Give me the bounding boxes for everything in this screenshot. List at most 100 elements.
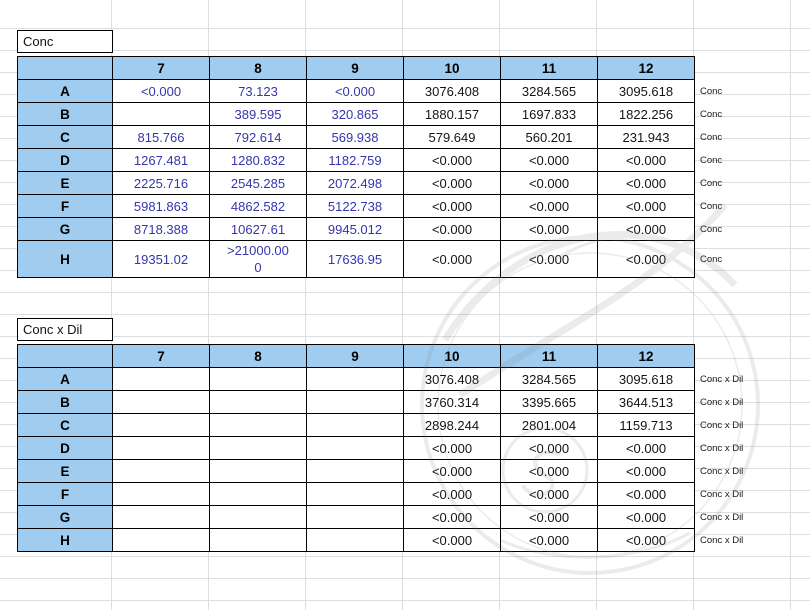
value-cell[interactable]: <0.000 bbox=[597, 194, 695, 218]
value-cell[interactable]: <0.000 bbox=[500, 217, 598, 241]
corner-cell[interactable] bbox=[17, 344, 113, 368]
value-cell[interactable]: <0.000 bbox=[403, 459, 501, 483]
value-cell[interactable]: <0.000 bbox=[403, 194, 501, 218]
value-cell[interactable]: 2225.716 bbox=[112, 171, 210, 195]
value-cell[interactable]: 3284.565 bbox=[500, 79, 598, 103]
value-cell[interactable]: 560.201 bbox=[500, 125, 598, 149]
value-cell[interactable]: <0.000 bbox=[112, 79, 210, 103]
value-cell[interactable]: <0.000 bbox=[597, 148, 695, 172]
value-cell[interactable]: 3284.565 bbox=[500, 367, 598, 391]
value-cell[interactable]: 3644.513 bbox=[597, 390, 695, 414]
value-cell[interactable]: 1697.833 bbox=[500, 102, 598, 126]
column-header[interactable]: 9 bbox=[306, 56, 404, 80]
column-header[interactable]: 10 bbox=[403, 56, 501, 80]
value-cell[interactable]: <0.000 bbox=[500, 436, 598, 460]
value-cell[interactable] bbox=[209, 505, 307, 529]
row-label[interactable]: H bbox=[17, 528, 113, 552]
value-cell[interactable]: 4862.582 bbox=[209, 194, 307, 218]
value-cell[interactable] bbox=[209, 436, 307, 460]
value-cell[interactable]: <0.000 bbox=[500, 171, 598, 195]
value-cell[interactable] bbox=[306, 367, 404, 391]
value-cell[interactable] bbox=[209, 482, 307, 506]
row-label[interactable]: E bbox=[17, 171, 113, 195]
value-cell[interactable]: 5981.863 bbox=[112, 194, 210, 218]
value-cell[interactable]: 2801.004 bbox=[500, 413, 598, 437]
value-cell[interactable]: 8718.388 bbox=[112, 217, 210, 241]
value-cell[interactable] bbox=[209, 390, 307, 414]
value-cell[interactable]: 3076.408 bbox=[403, 79, 501, 103]
row-label[interactable]: D bbox=[17, 436, 113, 460]
column-header[interactable]: 12 bbox=[597, 344, 695, 368]
row-label[interactable]: G bbox=[17, 217, 113, 241]
value-cell[interactable]: 10627.61 bbox=[209, 217, 307, 241]
value-cell[interactable]: 1182.759 bbox=[306, 148, 404, 172]
value-cell[interactable] bbox=[112, 367, 210, 391]
row-label[interactable]: H bbox=[17, 240, 113, 278]
row-label[interactable]: B bbox=[17, 390, 113, 414]
value-cell[interactable] bbox=[306, 459, 404, 483]
value-cell[interactable]: 2545.285 bbox=[209, 171, 307, 195]
value-cell[interactable]: 1280.832 bbox=[209, 148, 307, 172]
value-cell[interactable] bbox=[306, 413, 404, 437]
value-cell[interactable]: 3095.618 bbox=[597, 79, 695, 103]
row-label[interactable]: E bbox=[17, 459, 113, 483]
row-label[interactable]: F bbox=[17, 482, 113, 506]
value-cell[interactable]: 579.649 bbox=[403, 125, 501, 149]
value-cell[interactable] bbox=[112, 102, 210, 126]
corner-cell[interactable] bbox=[17, 56, 113, 80]
value-cell[interactable]: <0.000 bbox=[500, 194, 598, 218]
value-cell[interactable]: >21000.00 0 bbox=[209, 240, 307, 278]
value-cell[interactable]: <0.000 bbox=[403, 240, 501, 278]
value-cell[interactable]: <0.000 bbox=[597, 505, 695, 529]
value-cell[interactable]: <0.000 bbox=[306, 79, 404, 103]
row-label[interactable]: F bbox=[17, 194, 113, 218]
value-cell[interactable]: 17636.95 bbox=[306, 240, 404, 278]
value-cell[interactable]: <0.000 bbox=[403, 528, 501, 552]
value-cell[interactable] bbox=[112, 390, 210, 414]
row-label[interactable]: B bbox=[17, 102, 113, 126]
value-cell[interactable]: 231.943 bbox=[597, 125, 695, 149]
value-cell[interactable]: 1822.256 bbox=[597, 102, 695, 126]
value-cell[interactable]: <0.000 bbox=[403, 217, 501, 241]
value-cell[interactable]: <0.000 bbox=[500, 505, 598, 529]
value-cell[interactable]: 2898.244 bbox=[403, 413, 501, 437]
column-header[interactable]: 9 bbox=[306, 344, 404, 368]
value-cell[interactable]: 1267.481 bbox=[112, 148, 210, 172]
value-cell[interactable] bbox=[112, 459, 210, 483]
column-header[interactable]: 10 bbox=[403, 344, 501, 368]
value-cell[interactable]: 389.595 bbox=[209, 102, 307, 126]
column-header[interactable]: 8 bbox=[209, 56, 307, 80]
value-cell[interactable] bbox=[112, 505, 210, 529]
value-cell[interactable]: <0.000 bbox=[403, 436, 501, 460]
value-cell[interactable] bbox=[306, 390, 404, 414]
value-cell[interactable]: 1159.713 bbox=[597, 413, 695, 437]
value-cell[interactable] bbox=[306, 505, 404, 529]
value-cell[interactable]: <0.000 bbox=[597, 217, 695, 241]
row-label[interactable]: C bbox=[17, 125, 113, 149]
value-cell[interactable]: <0.000 bbox=[500, 528, 598, 552]
column-header[interactable]: 11 bbox=[500, 344, 598, 368]
value-cell[interactable]: <0.000 bbox=[500, 482, 598, 506]
column-header[interactable]: 7 bbox=[112, 344, 210, 368]
value-cell[interactable]: 2072.498 bbox=[306, 171, 404, 195]
value-cell[interactable]: <0.000 bbox=[597, 240, 695, 278]
value-cell[interactable]: <0.000 bbox=[403, 505, 501, 529]
value-cell[interactable]: 792.614 bbox=[209, 125, 307, 149]
column-header[interactable]: 7 bbox=[112, 56, 210, 80]
value-cell[interactable] bbox=[209, 528, 307, 552]
value-cell[interactable] bbox=[209, 413, 307, 437]
value-cell[interactable]: <0.000 bbox=[597, 528, 695, 552]
value-cell[interactable]: <0.000 bbox=[597, 436, 695, 460]
column-header[interactable]: 8 bbox=[209, 344, 307, 368]
value-cell[interactable]: 3076.408 bbox=[403, 367, 501, 391]
value-cell[interactable] bbox=[112, 528, 210, 552]
row-label[interactable]: A bbox=[17, 367, 113, 391]
value-cell[interactable]: 3095.618 bbox=[597, 367, 695, 391]
row-label[interactable]: G bbox=[17, 505, 113, 529]
value-cell[interactable]: 19351.02 bbox=[112, 240, 210, 278]
value-cell[interactable]: <0.000 bbox=[500, 148, 598, 172]
value-cell[interactable]: <0.000 bbox=[597, 171, 695, 195]
value-cell[interactable]: 569.938 bbox=[306, 125, 404, 149]
row-label[interactable]: A bbox=[17, 79, 113, 103]
value-cell[interactable]: <0.000 bbox=[403, 482, 501, 506]
